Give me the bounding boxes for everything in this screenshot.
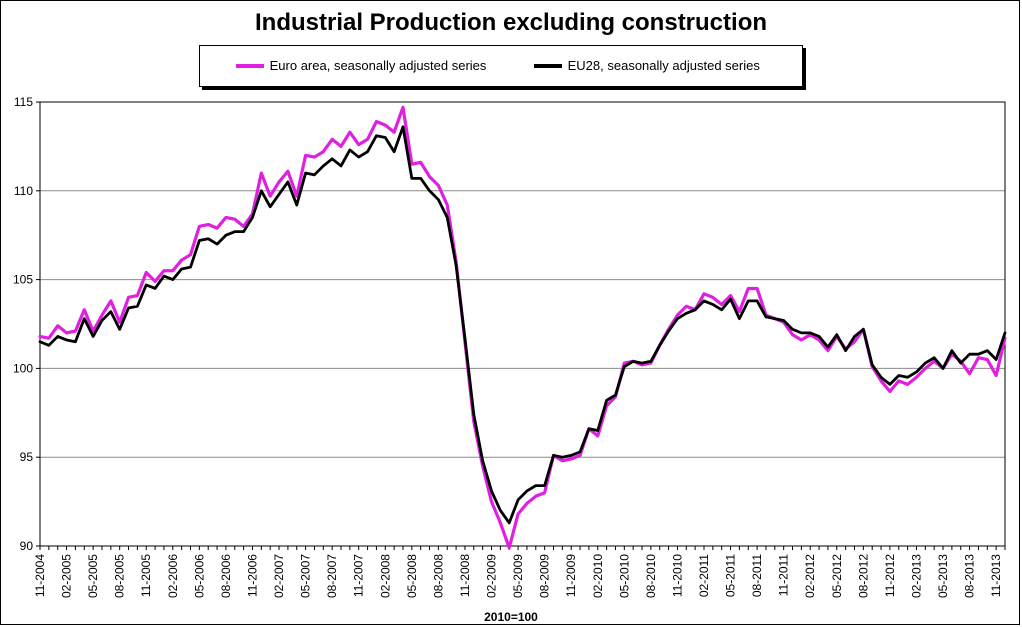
x-tick-label: 08-2005	[113, 554, 127, 598]
x-tick-label: 05-2013	[936, 554, 950, 598]
x-tick-label: 11-2012	[883, 554, 897, 597]
legend-item-eu28: EU28, seasonally adjusted series	[534, 58, 760, 73]
x-tick-label: 08-2006	[219, 554, 233, 598]
x-tick-label: 08-2012	[856, 554, 870, 598]
x-tick-label: 11-2009	[564, 554, 578, 597]
legend-label-euro-area: Euro area, seasonally adjusted series	[269, 58, 487, 73]
chart-title: Industrial Production excluding construc…	[254, 9, 768, 36]
y-tick-label: 100	[13, 361, 33, 375]
y-tick-label: 105	[13, 273, 33, 287]
legend-swatch-eu28	[534, 63, 562, 68]
x-tick-label: 08-2013	[963, 554, 977, 598]
x-tick-label: 08-2007	[325, 554, 339, 598]
series-line-eu28	[38, 125, 1007, 525]
x-tick-label: 02-2005	[60, 554, 74, 598]
x-tick-label: 11-2011	[777, 554, 791, 597]
x-tick-label: 11-2006	[245, 554, 259, 597]
series-line-euro-area	[38, 105, 1007, 550]
x-tick-label: 08-2010	[644, 554, 658, 598]
x-tick-label: 11-2008	[458, 554, 472, 597]
x-tick-label: 08-2011	[750, 554, 764, 597]
x-tick-label: 05-2010	[617, 554, 631, 598]
x-tick-label: 11-2010	[670, 554, 684, 597]
x-tick-label: 02-2009	[485, 554, 499, 598]
x-tick-label: 05-2008	[405, 554, 419, 598]
x-tick-label: 05-2007	[299, 554, 313, 598]
x-tick-label: 11-2004	[33, 554, 47, 597]
x-tick-label: 02-2013	[909, 554, 923, 598]
x-tick-label: 05-2005	[86, 554, 100, 598]
x-tick-label: 08-2008	[431, 554, 445, 598]
y-tick-label: 95	[20, 450, 34, 464]
x-tick-label: 02-2007	[272, 554, 286, 598]
legend-item-euro-area: Euro area, seasonally adjusted series	[236, 58, 486, 73]
x-tick-label: 02-2012	[803, 554, 817, 598]
plot-border	[39, 101, 1006, 547]
x-tick-label: 02-2006	[166, 554, 180, 598]
x-tick-label: 05-2011	[724, 554, 738, 597]
y-tick-label: 110	[14, 184, 33, 198]
y-tick-label: 115	[14, 95, 33, 109]
x-tick-label: 05-2006	[192, 554, 206, 598]
legend-label-eu28: EU28, seasonally adjusted series	[567, 58, 760, 73]
y-tick-label: 90	[20, 539, 34, 553]
legend-swatch-euro-area	[236, 63, 264, 68]
x-tick-label: 05-2012	[830, 554, 844, 598]
chart-legend: Euro area, seasonally adjusted series EU…	[199, 45, 803, 87]
x-tick-label: 05-2009	[511, 554, 525, 598]
x-tick-label: 02-2011	[697, 554, 711, 597]
x-axis-label: 2010=100	[484, 610, 538, 624]
x-tick-label: 08-2009	[538, 554, 552, 598]
x-tick-label: 02-2008	[378, 554, 392, 598]
x-tick-label: 11-2005	[139, 554, 153, 597]
x-tick-label: 11-2007	[352, 554, 366, 597]
x-tick-label: 02-2010	[591, 554, 605, 598]
x-tick-label: 11-2013	[989, 554, 1003, 597]
